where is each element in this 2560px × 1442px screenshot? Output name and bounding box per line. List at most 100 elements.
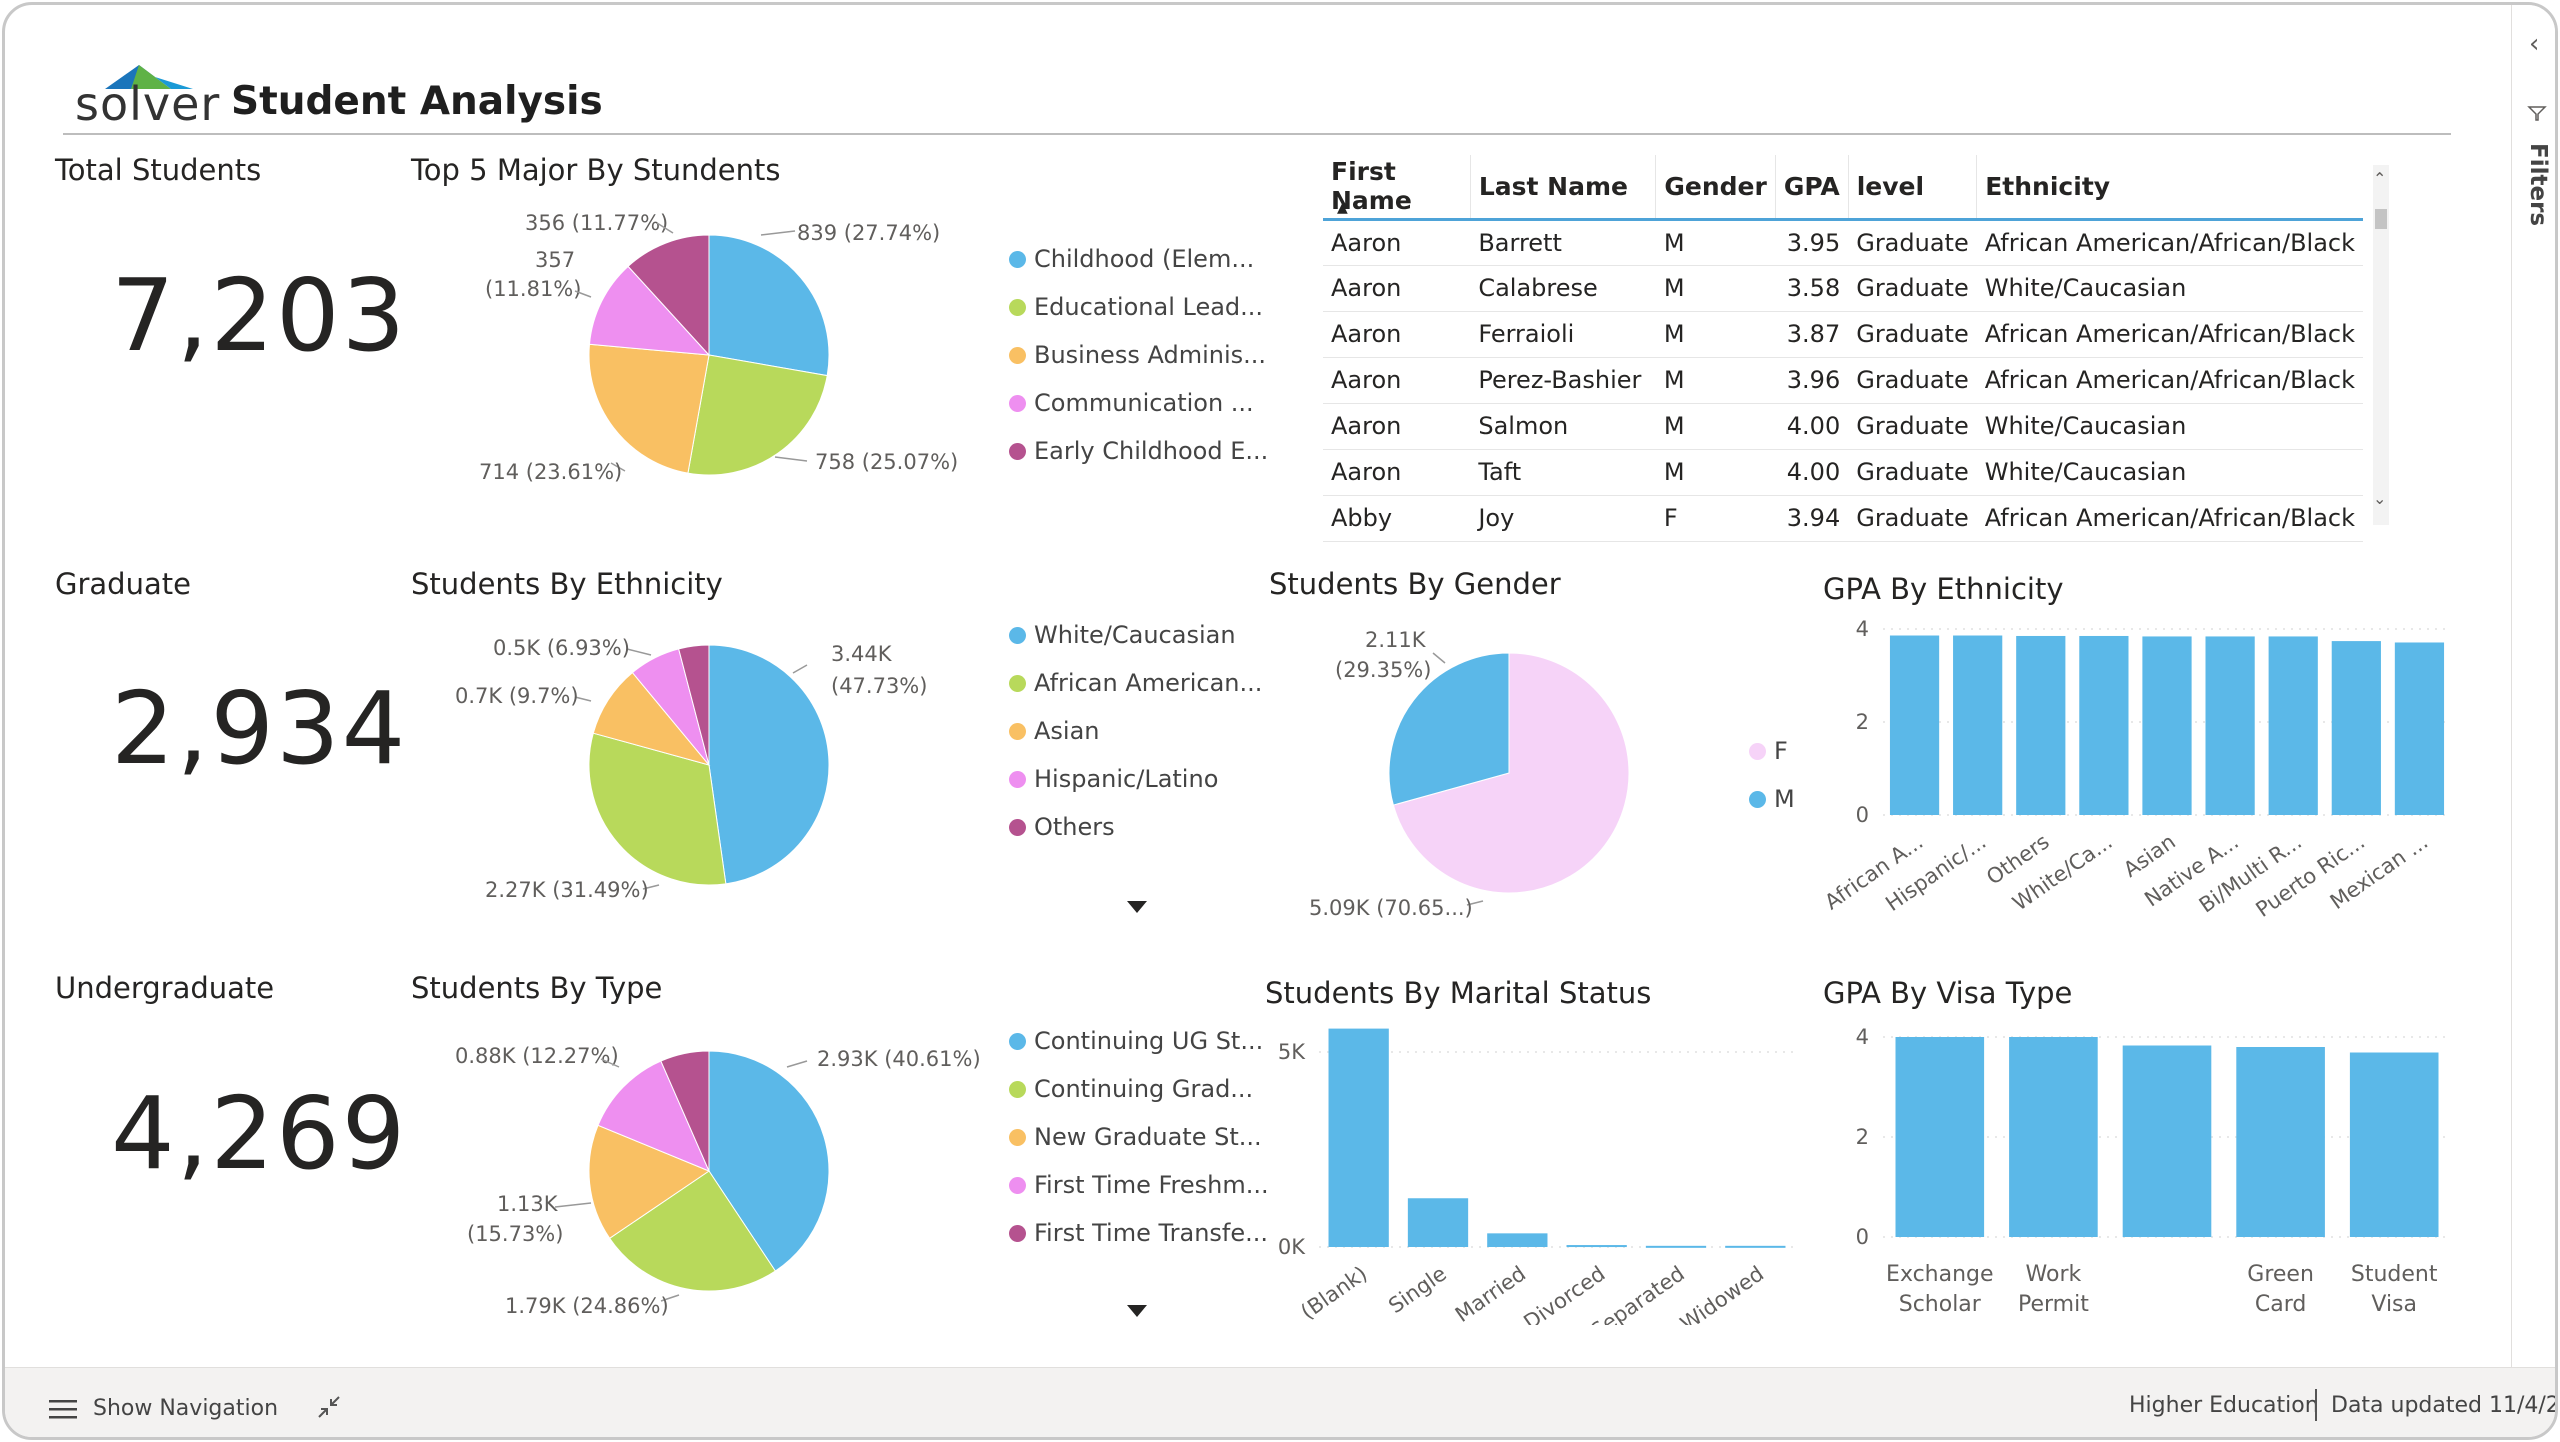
- pie-slice[interactable]: [708, 234, 830, 377]
- ethnicity-legend-item[interactable]: White/Caucasian: [1009, 611, 1262, 659]
- marital-status-chart[interactable]: Students By Marital Status 0K 5K (Blank) Sin…: [1255, 965, 1815, 1325]
- col-ethnicity[interactable]: Ethnicity: [1985, 171, 2111, 201]
- bar[interactable]: [2205, 636, 2255, 815]
- major-pie[interactable]: 839 (27.74%) 758 (25.07%) 714 (23.61%) 3…: [415, 195, 1015, 505]
- kpi-graduate-title: Graduate: [55, 567, 191, 601]
- x-tick-label: Exchange: [1886, 1262, 1994, 1287]
- table-row[interactable]: Aaron Calabrese M 3.58 Graduate White/Caucasi…: [1323, 265, 2363, 312]
- col-gpa[interactable]: GPA: [1775, 155, 1849, 219]
- pie-slice[interactable]: [660, 1050, 710, 1172]
- bar[interactable]: [1407, 1198, 1469, 1247]
- pie-slice[interactable]: [608, 1170, 777, 1292]
- table-row[interactable]: Aaron Salmon M 4.00 Graduate White/Caucasian: [1323, 403, 2363, 450]
- ethnicity-legend-item[interactable]: Hispanic/Latino: [1009, 755, 1262, 803]
- pie-slice[interactable]: [687, 354, 828, 476]
- pie-slice[interactable]: [588, 343, 710, 474]
- major-legend-item[interactable]: Communication ...: [1009, 379, 1268, 427]
- table-row[interactable]: Aaron Barrett M 3.95 Graduate African America…: [1323, 219, 2363, 266]
- bar[interactable]: [1487, 1233, 1548, 1247]
- type-legend-item[interactable]: Continuing Grad...: [1009, 1065, 1269, 1113]
- table-row[interactable]: Aaron Ferraioli M 3.87 Graduate African Ameri…: [1323, 311, 2363, 358]
- pie-slice[interactable]: [588, 732, 727, 886]
- filters-pane[interactable]: [2511, 5, 2555, 1367]
- bar[interactable]: [2394, 642, 2445, 815]
- ethnicity-legend-item[interactable]: Others: [1009, 803, 1262, 851]
- type-legend-item[interactable]: New Graduate St...: [1009, 1113, 1269, 1161]
- type-legend-item[interactable]: First Time Freshm...: [1009, 1161, 1269, 1209]
- table-cell: 3.96: [1775, 357, 1849, 404]
- students-table[interactable]: First Name ▲ Last Name Gender GPA level E…: [1323, 155, 2363, 542]
- legend-more-down-icon[interactable]: [1127, 1305, 1147, 1317]
- ethnicity-legend-item[interactable]: African American...: [1009, 659, 1262, 707]
- bar[interactable]: [2331, 641, 2381, 815]
- type-chart-title: Students By Type: [411, 971, 663, 1005]
- ethnicity-legend-item[interactable]: Asian: [1009, 707, 1262, 755]
- scroll-up-icon[interactable]: ⌃: [2373, 169, 2387, 188]
- major-legend-item[interactable]: Early Childhood E...: [1009, 427, 1268, 475]
- bar[interactable]: [2236, 1047, 2325, 1237]
- col-gender[interactable]: Gender: [1655, 155, 1776, 219]
- pie-slice[interactable]: [592, 671, 711, 766]
- bar[interactable]: [2122, 1045, 2212, 1238]
- table-cell: M: [1655, 403, 1776, 450]
- bar[interactable]: [1725, 1245, 1786, 1248]
- filters-label[interactable]: Filters: [2525, 143, 2551, 227]
- collapse-arrows-icon[interactable]: [315, 1393, 343, 1421]
- pie-slice[interactable]: [678, 644, 710, 766]
- table-scrollbar[interactable]: [2373, 165, 2389, 525]
- bar[interactable]: [2268, 636, 2318, 815]
- table-row[interactable]: Aaron Perez-Bashier M 3.96 Graduate African A…: [1323, 357, 2363, 404]
- scroll-down-icon[interactable]: ⌄: [2373, 489, 2387, 508]
- col-level[interactable]: level: [1848, 155, 1978, 219]
- table-cell: African American/African/Black: [1976, 357, 2363, 404]
- pie-slice[interactable]: [708, 644, 830, 885]
- table-row[interactable]: Abby Joy F 3.94 Graduate African American/Afr…: [1323, 495, 2363, 542]
- bar[interactable]: [1645, 1245, 1707, 1248]
- filter-icon[interactable]: [2527, 103, 2547, 123]
- major-legend-item[interactable]: Educational Lead...: [1009, 283, 1268, 331]
- type-pie[interactable]: 2.93K (40.61%) 1.79K (24.86%) 1.13K (15.…: [415, 1011, 1015, 1331]
- table-row[interactable]: Aaron Taft M 4.00 Graduate White/Caucasian: [1323, 449, 2363, 496]
- header-divider: [63, 133, 2451, 135]
- gender-pie[interactable]: 2.11K (29.35%) 5.09K (70.65...): [1295, 605, 1815, 935]
- pie-slice[interactable]: [1392, 652, 1630, 894]
- bar[interactable]: [2349, 1052, 2439, 1238]
- bar[interactable]: [2016, 635, 2066, 815]
- bar[interactable]: [1566, 1245, 1627, 1248]
- col-last-name[interactable]: Last Name: [1470, 155, 1657, 219]
- kpi-undergraduate-title: Undergraduate: [55, 971, 275, 1005]
- table-cell: Joy: [1470, 495, 1656, 542]
- y-tick-label: 2: [1856, 1125, 1869, 1149]
- legend-more-down-icon[interactable]: [1127, 901, 1147, 913]
- gender-legend-item[interactable]: F: [1749, 727, 1795, 775]
- hamburger-icon[interactable]: [49, 1399, 77, 1419]
- pie-slice[interactable]: [588, 1124, 711, 1239]
- bar[interactable]: [1328, 1028, 1389, 1247]
- type-legend-item[interactable]: Continuing UG St...: [1009, 1017, 1269, 1065]
- pie-slice[interactable]: [1388, 652, 1510, 806]
- bar[interactable]: [1953, 635, 2003, 815]
- collapse-pane-chevron-icon[interactable]: ‹: [2529, 29, 2540, 59]
- ethnicity-pie[interactable]: 3.44K (47.73%) 2.27K (31.49%) 0.7K (9.7%…: [415, 605, 1015, 915]
- y-tick-label: 4: [1856, 617, 1869, 641]
- major-legend: Childhood (Elem... Educational Lead... B…: [1009, 235, 1268, 475]
- y-tick-label: 0: [1856, 1225, 1869, 1249]
- table-scroll-thumb[interactable]: [2375, 209, 2387, 229]
- chart-title: GPA By Ethnicity: [1823, 572, 2063, 606]
- bar[interactable]: [1889, 635, 1940, 815]
- bar[interactable]: [2142, 636, 2192, 815]
- show-navigation-button[interactable]: Show Navigation: [93, 1396, 279, 1421]
- bar[interactable]: [2009, 1037, 2098, 1237]
- gender-legend-item[interactable]: M: [1749, 775, 1795, 823]
- pie-slice[interactable]: [588, 265, 711, 356]
- bar[interactable]: [2079, 635, 2129, 815]
- major-legend-item[interactable]: Childhood (Elem...: [1009, 235, 1268, 283]
- pie-slice[interactable]: [627, 234, 710, 357]
- major-legend-item[interactable]: Business Adminis...: [1009, 331, 1268, 379]
- col-first-name[interactable]: First Name ▲: [1323, 155, 1471, 219]
- gpa-visa-chart[interactable]: GPA By Visa Type 0 2 4 Exchange Scholar Work Pe…: [1815, 965, 2475, 1325]
- pie-slice[interactable]: [597, 1060, 710, 1172]
- bar[interactable]: [1895, 1037, 1985, 1237]
- type-legend-item[interactable]: First Time Transfe...: [1009, 1209, 1269, 1257]
